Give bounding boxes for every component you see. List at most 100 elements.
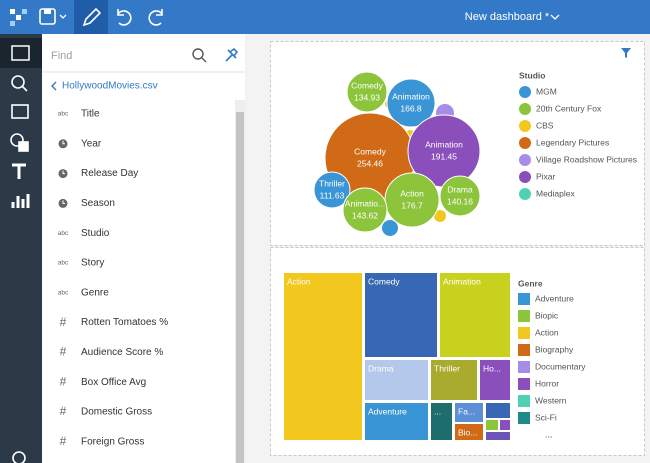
tile-small[interactable] <box>486 403 510 418</box>
legend-label[interactable]: Biopic <box>535 310 559 320</box>
tile[interactable] <box>431 403 452 440</box>
bubble-small[interactable] <box>382 220 398 236</box>
tile-small[interactable] <box>500 420 510 430</box>
rail-shapes[interactable] <box>10 133 24 147</box>
scrollbar-thumb[interactable] <box>236 112 244 463</box>
tile[interactable] <box>365 273 437 357</box>
back-button[interactable] <box>51 81 57 91</box>
tile-label: Adventure <box>368 406 407 416</box>
bubble-label: Comedy <box>351 80 383 90</box>
bubble-value: 166.8 <box>400 103 422 113</box>
tile-label: Animation <box>443 276 481 286</box>
field-name[interactable]: Year <box>81 138 102 149</box>
legend-label[interactable]: Pixar <box>536 171 556 181</box>
legend-label[interactable]: Action <box>535 327 559 337</box>
bubble[interactable] <box>439 175 481 217</box>
field-name[interactable]: Release Day <box>81 168 138 179</box>
field-name[interactable]: Season <box>81 198 115 209</box>
legend-swatch <box>518 293 530 305</box>
bubble[interactable] <box>346 71 388 113</box>
bubble-value: 254.46 <box>357 158 383 168</box>
tile[interactable] <box>455 403 483 422</box>
title-menu[interactable] <box>550 14 560 20</box>
field-name[interactable]: Box Office Avg <box>81 377 146 388</box>
side-panel <box>42 34 245 463</box>
bubble-value: 143.62 <box>352 210 378 220</box>
app-icon[interactable] <box>10 9 27 26</box>
tile[interactable] <box>431 360 477 400</box>
rail-text[interactable] <box>12 163 26 179</box>
bubble-value: 191.45 <box>431 151 457 161</box>
rail-charts[interactable] <box>11 194 30 208</box>
bubble-value: 134.93 <box>354 92 380 102</box>
search-icon-handle <box>201 57 207 63</box>
legend-label[interactable]: Biography <box>535 344 574 354</box>
field-icon: # <box>60 374 67 388</box>
tile[interactable] <box>365 360 428 400</box>
legend-label[interactable]: Western <box>535 395 567 405</box>
edit-icon <box>82 7 102 27</box>
rail-video[interactable] <box>11 104 29 119</box>
bubble-label: Animatio... <box>345 198 385 208</box>
save-button[interactable] <box>39 8 67 25</box>
bubble-small[interactable] <box>434 210 446 222</box>
field-name[interactable]: Domestic Gross <box>81 407 152 418</box>
legend-label[interactable]: Horror <box>535 378 559 388</box>
bubble[interactable] <box>342 187 388 233</box>
legend-label[interactable]: Village Roadshow Pictures <box>536 154 637 164</box>
legend-label[interactable]: 20th Century Fox <box>536 103 602 113</box>
field-icon: abc <box>58 260 69 267</box>
tile[interactable] <box>365 403 428 440</box>
bubble-label: Animation <box>392 91 430 101</box>
search-icon[interactable] <box>192 48 204 60</box>
legend-swatch <box>519 154 531 166</box>
field-name[interactable]: Rotten Tomatoes % <box>81 317 168 328</box>
redo-button[interactable] <box>148 9 163 26</box>
rail-add[interactable] <box>12 451 26 463</box>
dashboard-title[interactable]: New dashboard * <box>465 11 550 23</box>
tile-label: Comedy <box>368 276 400 286</box>
bubble-value: 176.7 <box>401 200 423 210</box>
field-name[interactable]: Title <box>81 109 100 120</box>
field-name[interactable]: Audience Score % <box>81 347 163 358</box>
rail-search[interactable] <box>11 75 25 89</box>
rail-icon <box>11 45 30 61</box>
bubble[interactable] <box>386 78 436 128</box>
field-icon-hand <box>62 200 65 204</box>
legend-label[interactable]: CBS <box>536 120 554 130</box>
tile-small[interactable] <box>486 432 510 440</box>
legend-swatch <box>518 378 530 390</box>
legend-title: Genre <box>518 278 543 288</box>
legend-label[interactable]: Legendary Pictures <box>536 137 609 147</box>
legend-swatch <box>518 344 530 356</box>
legend-more[interactable]: ... <box>545 429 553 439</box>
tile[interactable] <box>480 360 510 400</box>
edit-button[interactable] <box>74 0 108 34</box>
rail-data-button[interactable] <box>0 38 42 68</box>
tile[interactable] <box>440 273 510 357</box>
tile-label: Bio... <box>458 427 477 437</box>
field-name[interactable]: Studio <box>81 228 110 239</box>
field-name[interactable]: Story <box>81 258 104 269</box>
filter-icon[interactable] <box>621 48 631 58</box>
tile-small[interactable] <box>486 420 498 430</box>
undo-button[interactable] <box>117 9 132 26</box>
legend-label[interactable]: Mediaplex <box>536 188 575 198</box>
bubble-value: 111.63 <box>320 190 345 200</box>
search-input[interactable]: Find <box>51 50 72 62</box>
legend-label[interactable]: Documentary <box>535 361 586 371</box>
legend-label[interactable]: MGM <box>536 86 557 96</box>
tile[interactable] <box>455 424 483 440</box>
pin-button[interactable] <box>225 47 239 62</box>
legend-label[interactable]: Adventure <box>535 293 574 303</box>
bubble[interactable] <box>313 171 351 209</box>
field-icon-hand <box>62 140 65 145</box>
legend-label[interactable]: Sci-Fi <box>535 412 557 422</box>
tile[interactable] <box>284 273 362 440</box>
legend-swatch <box>519 120 531 132</box>
legend-title: Studio <box>519 70 545 80</box>
source-link[interactable]: HollywoodMovies.csv <box>62 81 158 92</box>
legend-swatch <box>519 188 531 200</box>
field-name[interactable]: Foreign Gross <box>81 436 144 447</box>
field-name[interactable]: Genre <box>81 287 109 298</box>
